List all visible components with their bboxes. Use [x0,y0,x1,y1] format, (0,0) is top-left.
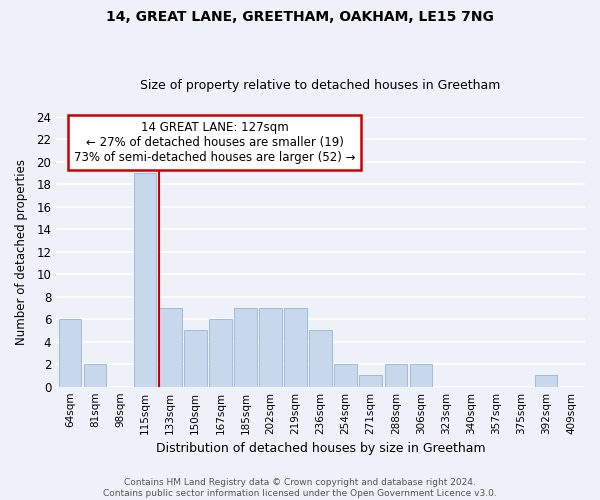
Title: Size of property relative to detached houses in Greetham: Size of property relative to detached ho… [140,79,501,92]
Bar [59,319,81,386]
Bar [385,364,407,386]
Bar [359,376,382,386]
Bar [184,330,206,386]
Bar [410,364,432,386]
Text: 14, GREAT LANE, GREETHAM, OAKHAM, LE15 7NG: 14, GREAT LANE, GREETHAM, OAKHAM, LE15 7… [106,10,494,24]
Y-axis label: Number of detached properties: Number of detached properties [15,158,28,344]
Bar [84,364,106,386]
Bar [259,308,282,386]
X-axis label: Distribution of detached houses by size in Greetham: Distribution of detached houses by size … [156,442,485,455]
Bar [284,308,307,386]
Bar [234,308,257,386]
Text: Contains HM Land Registry data © Crown copyright and database right 2024.
Contai: Contains HM Land Registry data © Crown c… [103,478,497,498]
Bar [310,330,332,386]
Text: 14 GREAT LANE: 127sqm
← 27% of detached houses are smaller (19)
73% of semi-deta: 14 GREAT LANE: 127sqm ← 27% of detached … [74,121,356,164]
Bar [209,319,232,386]
Bar [334,364,357,386]
Bar [134,173,157,386]
Bar [159,308,182,386]
Bar [535,376,557,386]
